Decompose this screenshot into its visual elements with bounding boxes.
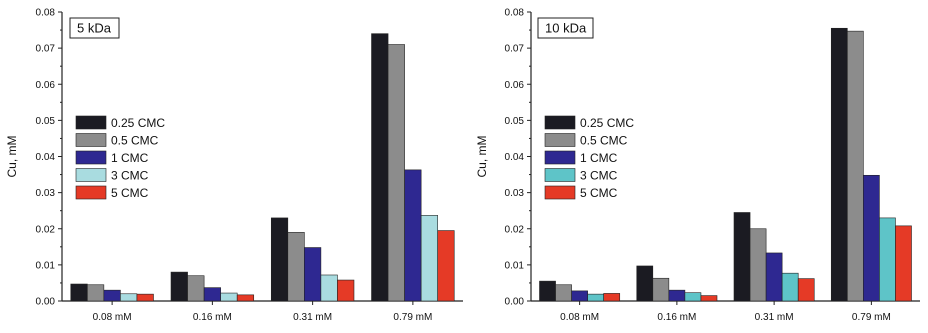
bar (749, 228, 767, 302)
bar (781, 272, 799, 302)
bar (587, 293, 604, 302)
y-tick-label: 0.03 (505, 188, 525, 199)
y-tick-label: 0.05 (36, 116, 56, 127)
bar (555, 284, 572, 302)
x-tick-label: 0.31 mM (755, 312, 794, 323)
bar (203, 287, 221, 302)
legend-swatch (544, 115, 576, 130)
legend-label: 1 CMC (111, 151, 149, 165)
y-axis-label: Cu, mM (475, 135, 489, 177)
y-tick-label: 0.05 (505, 116, 525, 127)
bar (895, 225, 912, 302)
legend-label: 5 CMC (111, 186, 149, 200)
bar (797, 278, 815, 302)
y-tick-label: 0.04 (505, 152, 525, 163)
bar (120, 293, 138, 302)
bar (371, 33, 389, 302)
legend-label: 0.5 CMC (580, 134, 628, 148)
y-axis-label: Cu, mM (5, 135, 19, 177)
legend-label: 1 CMC (580, 151, 618, 165)
y-tick-label: 0.00 (36, 297, 56, 308)
legend-label: 3 CMC (111, 169, 149, 183)
bar (879, 217, 896, 302)
bar (733, 212, 751, 302)
bar (437, 230, 455, 302)
y-tick-label: 0.08 (36, 8, 56, 19)
legend-swatch (544, 185, 576, 200)
panel-label: 5 kDa (77, 21, 112, 36)
bar (170, 271, 188, 302)
legend-swatch (75, 133, 107, 147)
bar (337, 279, 355, 302)
y-tick-label: 0.02 (505, 224, 525, 235)
y-tick-label: 0.01 (36, 260, 56, 271)
bar (700, 295, 718, 302)
legend-swatch (75, 185, 107, 200)
y-tick-label: 0.01 (505, 260, 525, 271)
bar (847, 30, 864, 302)
bar (287, 232, 305, 302)
bar (187, 275, 205, 302)
y-tick-label: 0.00 (505, 297, 525, 308)
bar (220, 292, 238, 302)
bar (404, 169, 422, 302)
y-tick-label: 0.03 (36, 188, 56, 199)
bar (136, 293, 154, 302)
legend-swatch (75, 115, 107, 130)
legend-label: 5 CMC (580, 186, 618, 200)
x-tick-label: 0.08 mM (560, 312, 599, 323)
panel-label-box (537, 17, 594, 39)
bar (830, 27, 848, 302)
legend-label: 0.5 CMC (111, 134, 159, 148)
x-tick-label: 0.08 mM (93, 312, 132, 323)
legend-label: 0.25 CMC (111, 116, 165, 130)
bar (70, 283, 88, 302)
x-tick-label: 0.16 mM (657, 312, 696, 323)
bar (668, 289, 686, 302)
bar (87, 284, 105, 302)
legend-swatch (544, 150, 576, 165)
bar (270, 217, 289, 302)
bar (387, 44, 405, 302)
panel-label-box (69, 17, 120, 39)
bar (420, 215, 438, 302)
chart-panel-0: 0.00 0.01 0.02 0.03 0.04 0.05 0.06 0.07 0.08 Cu, … (5, 8, 463, 323)
x-tick-label: 0.31 mM (293, 312, 332, 323)
bar (320, 274, 338, 302)
legend-swatch (544, 133, 576, 147)
bar (603, 293, 621, 302)
legend-label: 3 CMC (580, 169, 618, 183)
bar (103, 289, 121, 302)
legend-swatch (75, 168, 107, 182)
legend-swatch (75, 150, 107, 165)
bar (863, 174, 880, 302)
x-tick-label: 0.16 mM (193, 312, 232, 323)
y-tick-label: 0.07 (505, 44, 525, 55)
bar (652, 277, 670, 302)
bar (539, 280, 556, 302)
bar (304, 247, 322, 302)
bar (571, 290, 588, 302)
y-tick-label: 0.08 (505, 8, 525, 19)
legend-swatch (544, 168, 576, 182)
y-tick-label: 0.07 (36, 44, 56, 55)
x-tick-label: 0.79 mM (393, 312, 432, 323)
panel-label: 10 kDa (545, 21, 587, 36)
chart-panel-1: 0.00 0.01 0.02 0.03 0.04 0.05 0.06 0.07 0.08 Cu, … (475, 8, 920, 323)
bar (765, 252, 783, 302)
y-tick-label: 0.02 (36, 224, 56, 235)
y-tick-label: 0.06 (505, 80, 525, 91)
y-tick-label: 0.04 (36, 152, 56, 163)
bar (684, 292, 702, 302)
y-tick-label: 0.06 (36, 80, 56, 91)
x-tick-label: 0.79 mM (852, 312, 891, 323)
legend-label: 0.25 CMC (580, 116, 634, 130)
bar (636, 265, 654, 302)
bar (236, 294, 255, 302)
